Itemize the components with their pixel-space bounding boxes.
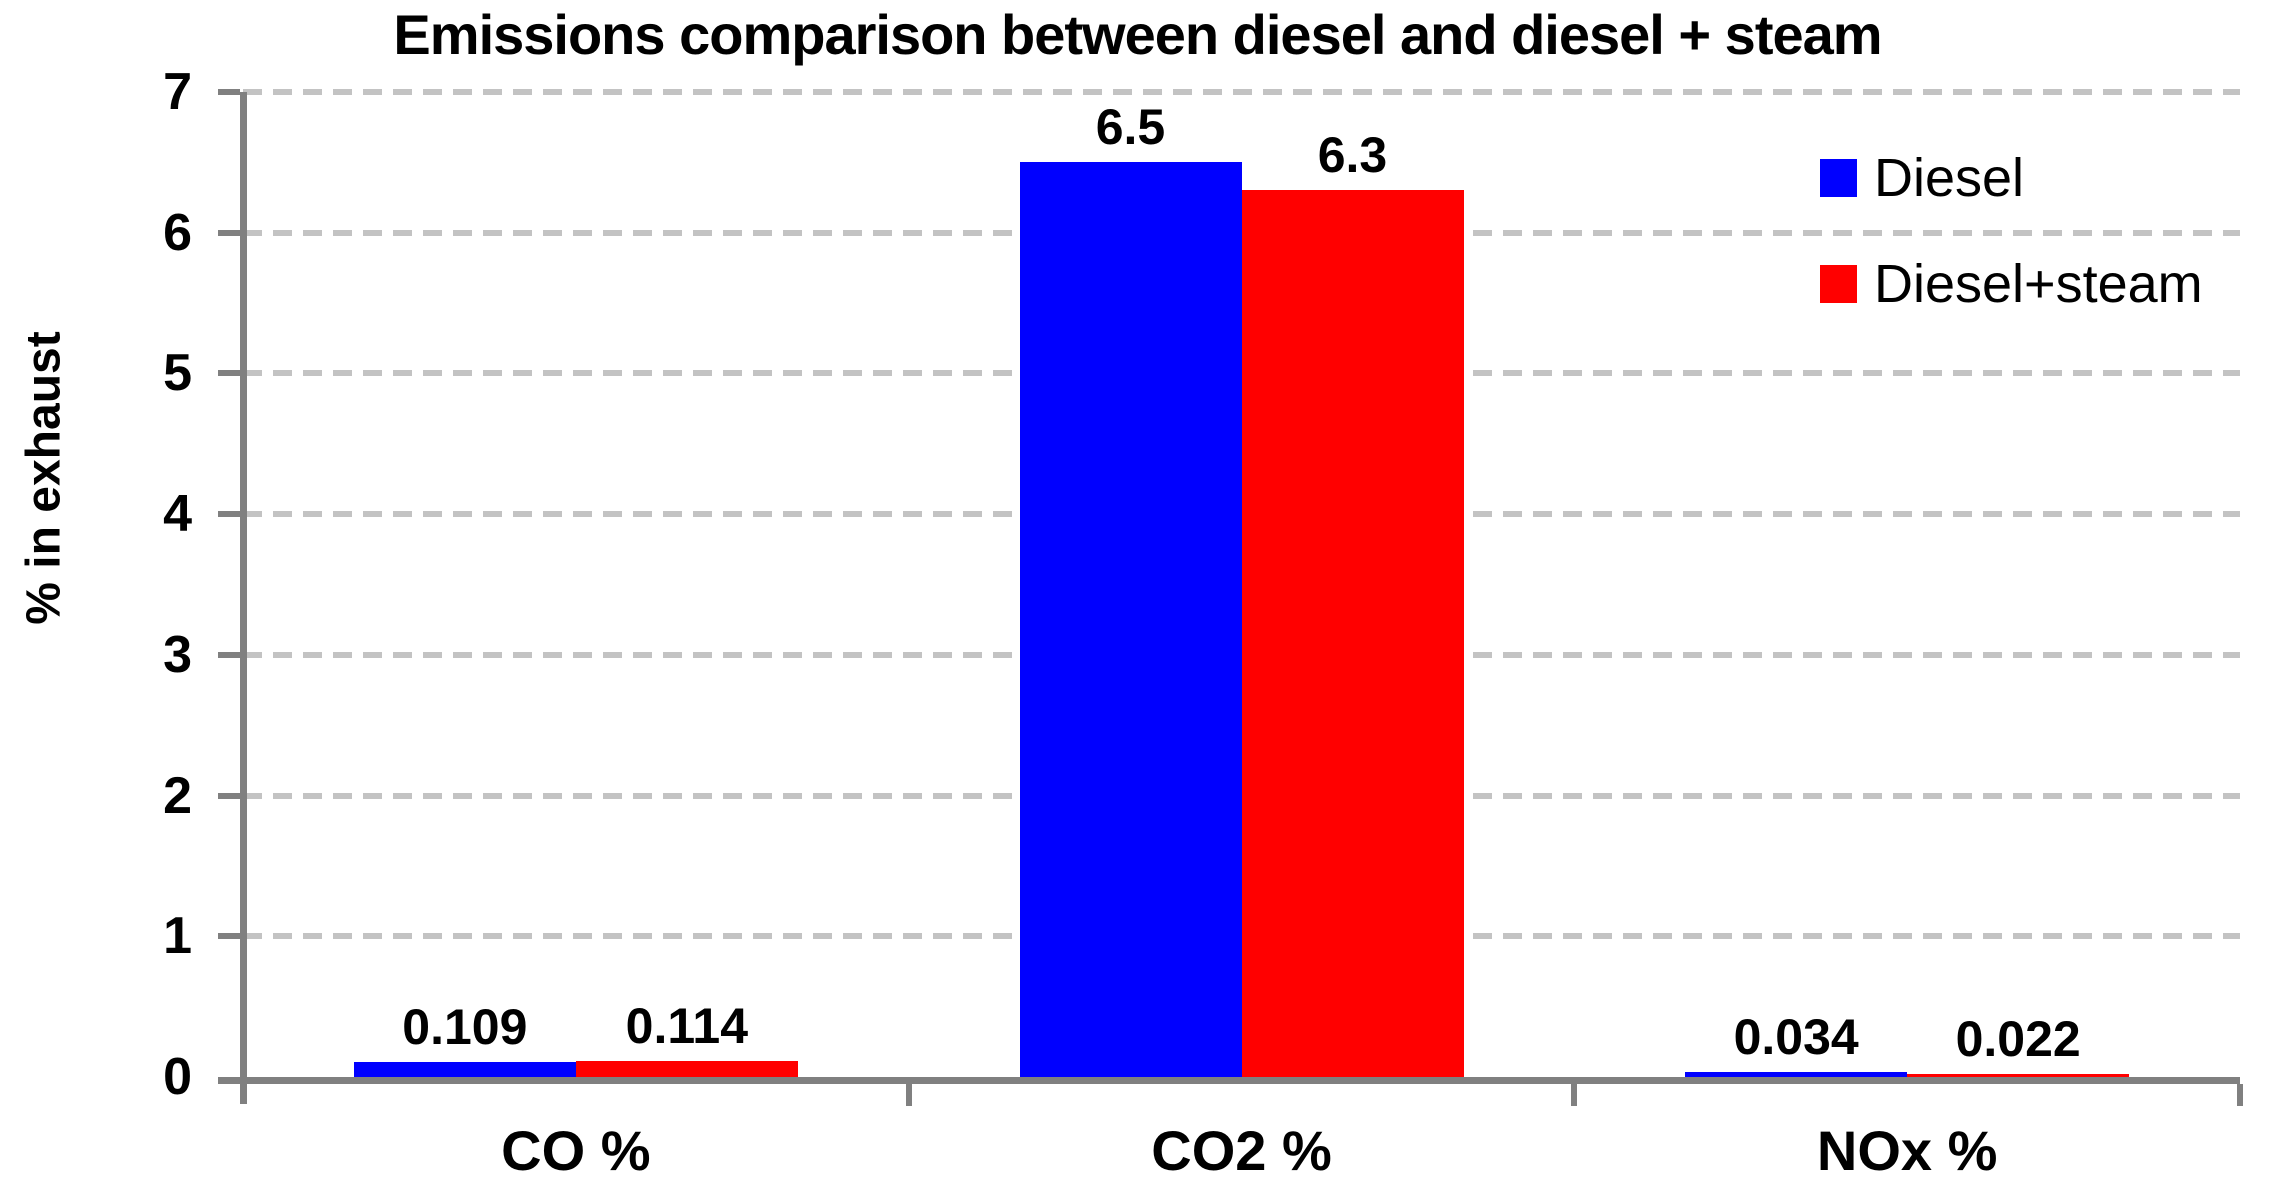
x-axis-line	[218, 1077, 2240, 1084]
bar-diesel-NOx	[1685, 1072, 1908, 1077]
data-label-diesel-CO: 0.109	[402, 999, 528, 1055]
category-label-NOx: NOx %	[1816, 1119, 1998, 1182]
bar-diesel-CO	[353, 1062, 576, 1077]
gridline-7	[243, 89, 2240, 95]
data-label-diesel-steam-NOx: 0.022	[1955, 1011, 2081, 1067]
x-tick-1	[905, 1084, 912, 1106]
data-label-diesel-CO2: 6.5	[1095, 99, 1166, 155]
y-tick-label-5: 5	[163, 344, 192, 403]
chart-title: Emissions comparison between diesel and …	[393, 3, 1882, 66]
y-tick-4	[218, 511, 240, 518]
y-tick-label-6: 6	[163, 203, 192, 262]
category-label-CO: CO %	[501, 1119, 651, 1182]
y-tick-5	[218, 370, 240, 377]
x-tick-2	[1571, 1084, 1578, 1106]
y-tick-3	[218, 651, 240, 658]
legend-item-diesel-steam: Diesel+steam	[1820, 256, 2203, 312]
legend-item-diesel: Diesel	[1820, 150, 2024, 206]
y-tick-label-7: 7	[163, 63, 192, 121]
data-label-diesel-NOx: 0.034	[1733, 1009, 1859, 1065]
x-tick-3	[2237, 1084, 2243, 1106]
y-axis-line	[240, 92, 247, 1104]
bar-diesel-steam-CO2	[1241, 190, 1464, 1077]
data-label-diesel-steam-CO: 0.114	[625, 998, 749, 1054]
bar-diesel-steam-CO	[575, 1061, 798, 1077]
y-tick-1	[218, 933, 240, 940]
y-tick-label-4: 4	[163, 485, 192, 544]
y-tick-label-1: 1	[163, 907, 192, 966]
legend-label-diesel-steam: Diesel+steam	[1874, 254, 2203, 314]
legend-swatch-diesel-steam	[1820, 265, 1857, 303]
bar-diesel-CO2	[1019, 162, 1242, 1077]
bar-diesel-steam-NOx	[1907, 1074, 2130, 1077]
data-label-diesel-steam-CO2: 6.3	[1317, 127, 1388, 183]
legend-swatch-diesel	[1820, 159, 1857, 197]
y-tick-label-0: 0	[163, 1048, 192, 1106]
y-tick-6	[218, 229, 240, 236]
y-tick-label-2: 2	[163, 766, 192, 825]
y-tick-label-3: 3	[163, 625, 192, 684]
y-tick-7	[218, 89, 240, 95]
category-label-CO2: CO2 %	[1151, 1119, 1332, 1182]
y-tick-2	[218, 792, 240, 799]
legend-label-diesel: Diesel	[1874, 148, 2025, 208]
